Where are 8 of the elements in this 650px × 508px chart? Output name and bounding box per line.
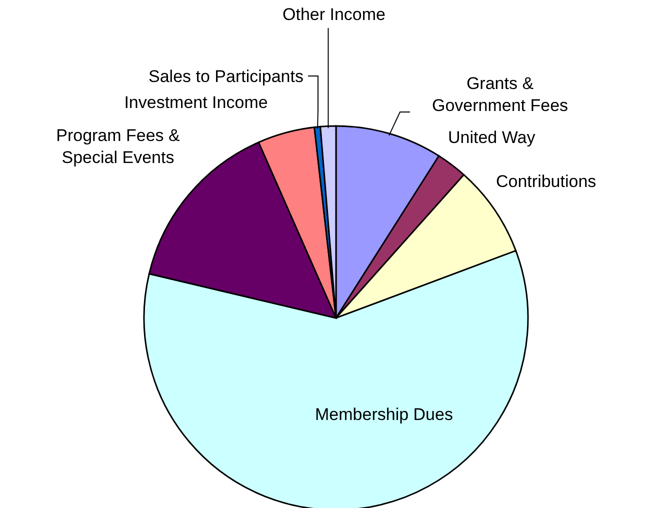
slice-label: Investment Income <box>124 93 268 112</box>
slice-label: Grants & Government Fees <box>432 74 568 115</box>
slice-label: Sales to Participants <box>148 67 304 86</box>
slice-label: Contributions <box>496 172 596 191</box>
slice-label: Program Fees & Special Events <box>56 126 181 167</box>
slice-label: United Way <box>448 128 536 147</box>
slice-label: Membership Dues <box>315 405 453 424</box>
slice-label: Other Income <box>282 5 386 24</box>
